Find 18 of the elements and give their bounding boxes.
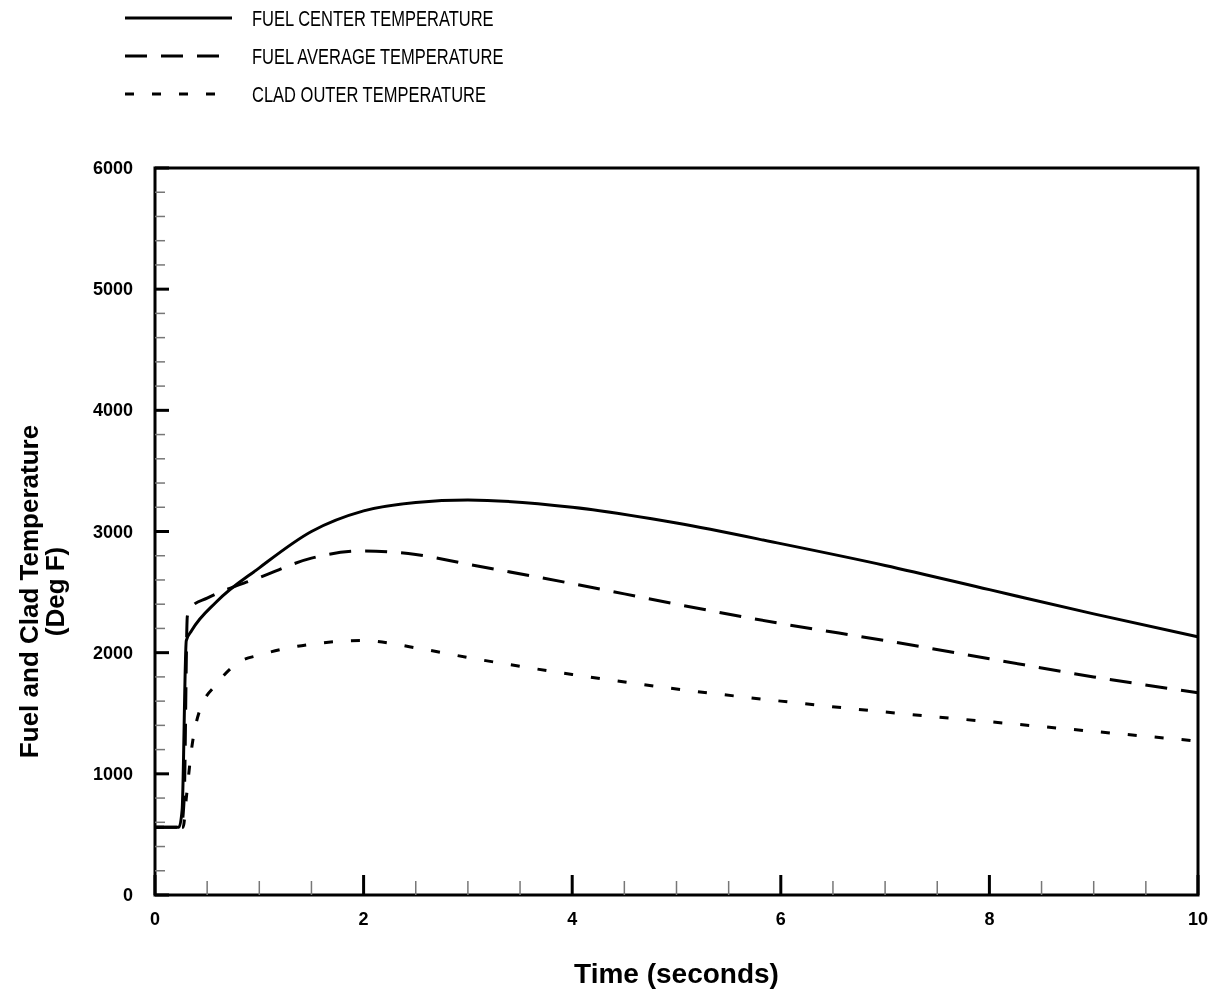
legend-label: FUEL CENTER TEMPERATURE [252,5,494,31]
x-tick-label: 6 [775,909,786,929]
y-tick-label: 3000 [92,521,133,542]
y-tick-label: 2000 [92,642,133,663]
legend-label: CLAD OUTER TEMPERATURE [252,81,487,107]
legend-label: FUEL AVERAGE TEMPERATURE [252,43,504,69]
x-tick-label: 10 [1187,909,1209,929]
x-axis-title: Time (seconds) [574,958,779,989]
x-tick-label: 8 [984,909,995,929]
x-tick-label: 2 [358,909,369,929]
y-tick-label: 0 [122,885,133,905]
y-tick-label: 1000 [92,763,133,784]
x-tick-label: 4 [567,909,578,929]
y-axis-title: Fuel and Clad Temperature (Deg F) [14,424,70,759]
y-tick-label: 5000 [92,279,133,300]
x-tick-label: 0 [149,909,161,929]
y-tick-label: 6000 [92,158,133,178]
y-tick-label: 4000 [92,400,133,421]
